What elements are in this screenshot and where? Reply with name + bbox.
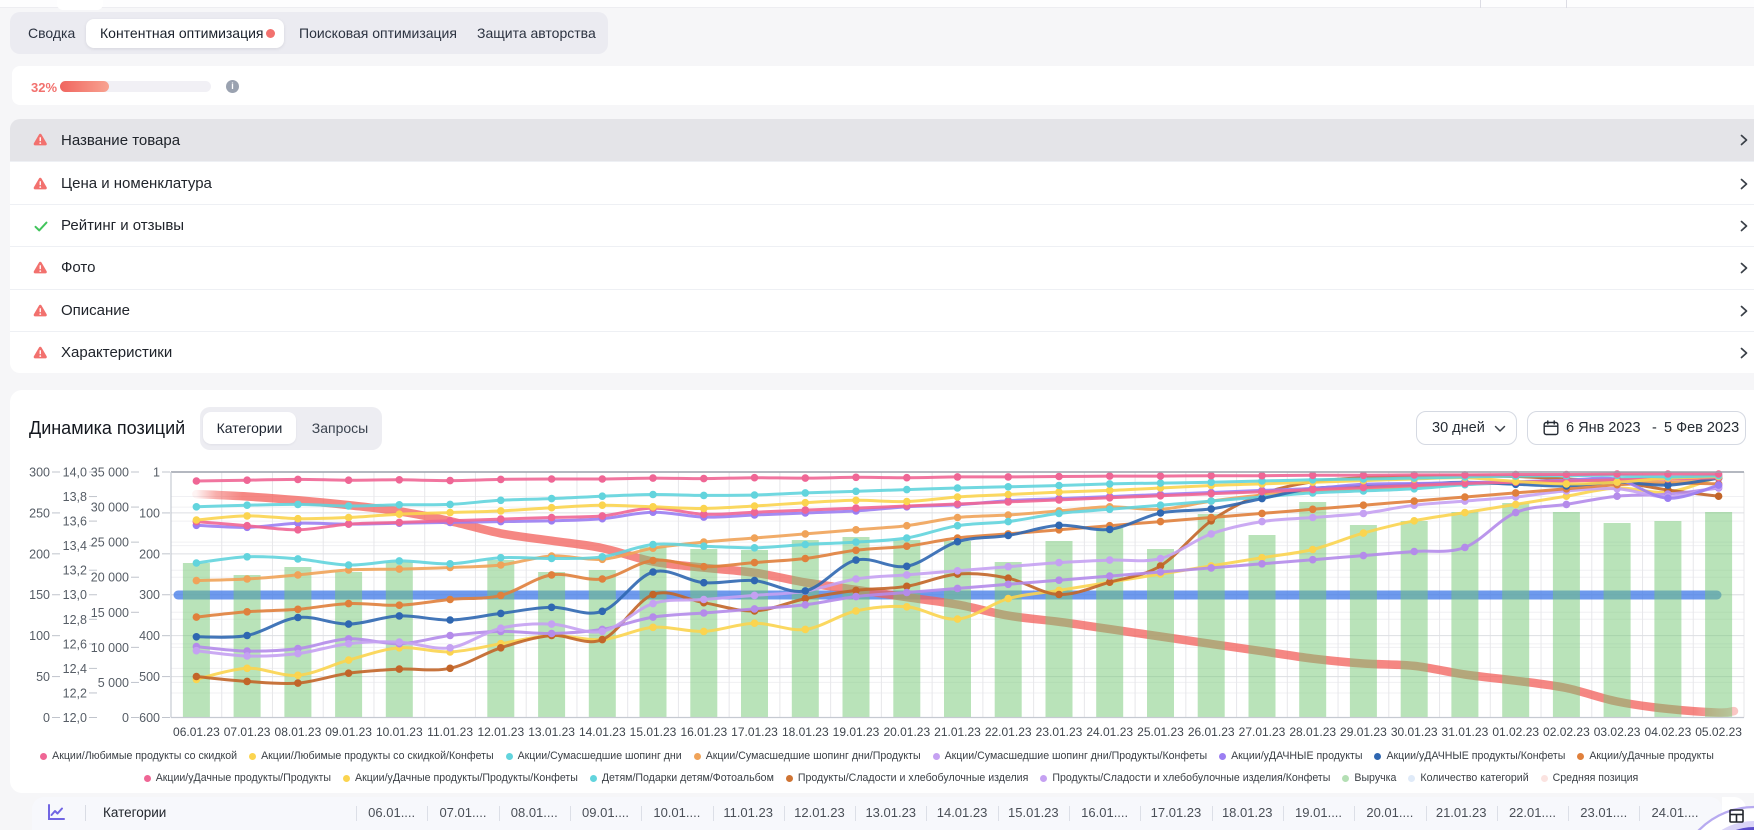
svg-text:12,0: 12,0 xyxy=(63,711,87,725)
svg-text:08.01.23: 08.01.23 xyxy=(275,725,322,739)
svg-text:30 000: 30 000 xyxy=(91,501,129,515)
svg-text:15.01.23: 15.01.23 xyxy=(630,725,677,739)
svg-text:12,4: 12,4 xyxy=(63,662,87,676)
svg-text:26.01.23: 26.01.23 xyxy=(1188,725,1235,739)
svg-text:600: 600 xyxy=(139,711,160,725)
svg-text:25.01.23: 25.01.23 xyxy=(1137,725,1184,739)
svg-text:07.01.23: 07.01.23 xyxy=(224,725,271,739)
svg-text:05.02.23: 05.02.23 xyxy=(1695,725,1742,739)
svg-text:5 000: 5 000 xyxy=(98,676,129,690)
svg-text:28.01.23: 28.01.23 xyxy=(1289,725,1336,739)
svg-text:200: 200 xyxy=(139,547,160,561)
svg-text:35 000: 35 000 xyxy=(91,466,129,480)
svg-text:27.01.23: 27.01.23 xyxy=(1239,725,1286,739)
svg-text:24.01.23: 24.01.23 xyxy=(1086,725,1133,739)
svg-text:13,4: 13,4 xyxy=(63,539,87,553)
svg-text:50: 50 xyxy=(36,670,50,684)
svg-text:20.01.23: 20.01.23 xyxy=(883,725,930,739)
svg-text:16.01.23: 16.01.23 xyxy=(680,725,727,739)
svg-text:19.01.23: 19.01.23 xyxy=(833,725,880,739)
svg-text:10 000: 10 000 xyxy=(91,641,129,655)
svg-text:09.01.23: 09.01.23 xyxy=(325,725,372,739)
svg-text:06.01.23: 06.01.23 xyxy=(173,725,220,739)
svg-text:14,0: 14,0 xyxy=(63,466,87,480)
svg-text:25 000: 25 000 xyxy=(91,536,129,550)
svg-text:400: 400 xyxy=(139,629,160,643)
svg-text:01.02.23: 01.02.23 xyxy=(1492,725,1539,739)
svg-text:30.01.23: 30.01.23 xyxy=(1391,725,1438,739)
svg-text:03.02.23: 03.02.23 xyxy=(1594,725,1641,739)
svg-text:100: 100 xyxy=(139,506,160,520)
svg-text:200: 200 xyxy=(29,547,50,561)
svg-text:15 000: 15 000 xyxy=(91,606,129,620)
svg-text:17.01.23: 17.01.23 xyxy=(731,725,778,739)
svg-text:500: 500 xyxy=(139,670,160,684)
svg-text:0: 0 xyxy=(43,711,50,725)
svg-text:100: 100 xyxy=(29,629,50,643)
svg-text:13,6: 13,6 xyxy=(63,515,87,529)
svg-text:250: 250 xyxy=(29,506,50,520)
svg-text:21.01.23: 21.01.23 xyxy=(934,725,981,739)
svg-text:13.01.23: 13.01.23 xyxy=(528,725,575,739)
svg-text:13,0: 13,0 xyxy=(63,588,87,602)
svg-text:12.01.23: 12.01.23 xyxy=(477,725,524,739)
svg-text:02.02.23: 02.02.23 xyxy=(1543,725,1590,739)
svg-text:12,8: 12,8 xyxy=(63,613,87,627)
svg-text:20 000: 20 000 xyxy=(91,571,129,585)
svg-text:1: 1 xyxy=(153,466,160,480)
svg-text:13,8: 13,8 xyxy=(63,490,87,504)
svg-text:10.01.23: 10.01.23 xyxy=(376,725,423,739)
svg-text:12,2: 12,2 xyxy=(63,687,87,701)
svg-text:14.01.23: 14.01.23 xyxy=(579,725,626,739)
svg-text:31.01.23: 31.01.23 xyxy=(1442,725,1489,739)
svg-text:0: 0 xyxy=(122,711,129,725)
svg-text:23.01.23: 23.01.23 xyxy=(1036,725,1083,739)
svg-text:04.02.23: 04.02.23 xyxy=(1645,725,1692,739)
svg-text:13,2: 13,2 xyxy=(63,564,87,578)
svg-text:18.01.23: 18.01.23 xyxy=(782,725,829,739)
svg-text:29.01.23: 29.01.23 xyxy=(1340,725,1387,739)
svg-text:300: 300 xyxy=(139,588,160,602)
svg-text:150: 150 xyxy=(29,588,50,602)
svg-text:22.01.23: 22.01.23 xyxy=(985,725,1032,739)
svg-text:12,6: 12,6 xyxy=(63,637,87,651)
svg-text:300: 300 xyxy=(29,466,50,480)
svg-text:11.01.23: 11.01.23 xyxy=(427,725,473,739)
